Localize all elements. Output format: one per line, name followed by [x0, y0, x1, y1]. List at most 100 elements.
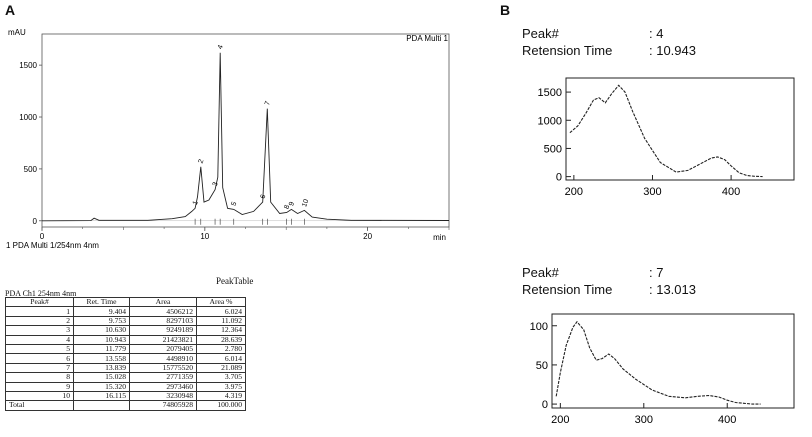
x-axis-label: min	[433, 233, 446, 242]
y-tick-label: 0	[33, 217, 38, 226]
peak-table-title: PeakTable	[216, 276, 254, 286]
peak-table-total-row: Total 74805928 100.000	[5, 400, 246, 411]
peak-table-cell: 9	[5, 381, 74, 392]
peak-table-cell: 10	[5, 390, 74, 402]
peak-table-row: 10 16.115 3230948 4.319	[5, 390, 246, 402]
peak-table-row: 3 10.630 9249189 12.364	[5, 325, 246, 336]
x-tick-label: 10	[200, 232, 209, 241]
plot-frame	[41, 33, 450, 228]
panel-label-b: B	[500, 2, 511, 18]
peak-table-cell: 100.000	[196, 400, 246, 411]
peak-table-cell: 2771359	[129, 372, 197, 383]
retention-time-key: Retension Time	[522, 43, 613, 58]
peak-table-cell: 6.014	[196, 353, 246, 364]
peak-label: 4	[217, 44, 225, 50]
peak-table-cell: 13.558	[73, 353, 130, 364]
peak-table-subtitle: PDA Ch1 254nm 4nm	[5, 289, 77, 298]
y-tick-label: 0	[542, 399, 548, 411]
peak-table-cell: 2079405	[129, 343, 197, 355]
x-tick-label: 200	[565, 186, 583, 198]
peak-table-cell: 5	[5, 343, 74, 355]
y-tick-label: 500	[544, 143, 562, 155]
peak-table-row: 8 15.028 2771359 3.705	[5, 372, 246, 383]
peak-table-cell: 8	[5, 372, 74, 383]
peak-table-cell: 11.092	[196, 315, 246, 327]
peak-table-cell: 2	[5, 315, 74, 327]
peak-label: 9	[288, 201, 296, 207]
spectrum-info-peak-4: Peak# : 4 Retension Time : 10.943	[522, 26, 782, 60]
peak-table-cell: 3230948	[129, 390, 197, 402]
chromatogram-chart: mAU PDA Multi 1 min 1 PDA Multi 1/254nm …	[6, 28, 450, 250]
peak-number-value: : 4	[649, 26, 664, 41]
peak-table-cell: 16.115	[73, 390, 130, 402]
peak-table-row: 5 11.779 2079405 2.780	[5, 343, 246, 355]
peak-table: Peak# Ret. Time Area Area % 1 9.404 450621…	[5, 296, 246, 411]
peak-table-header: Area	[129, 296, 197, 308]
peak-label: 2	[198, 158, 206, 164]
peak-table-cell: 8297103	[129, 315, 197, 327]
peak-label: 5	[231, 201, 239, 207]
y-tick-label: 100	[530, 321, 548, 333]
retention-time-key: Retension Time	[522, 282, 613, 297]
peak-table-header: Ret. Time	[73, 296, 130, 308]
peak-label: 10	[301, 198, 310, 208]
peak-table-cell: 15.320	[73, 381, 130, 392]
peak-table-cell: 10.630	[73, 325, 130, 336]
peak-table-cell: 3	[5, 325, 74, 336]
x-tick-label: 300	[643, 186, 661, 198]
peak-table-cell: 9249189	[129, 325, 197, 336]
peak-table-cell: 74805928	[129, 400, 197, 411]
x-tick-label: 200	[551, 414, 569, 426]
peak-table-cell: 9.753	[73, 315, 130, 327]
spectrum-info-peak-7: Peak# : 7 Retension Time : 13.013	[522, 265, 782, 299]
peak-number-key: Peak#	[522, 26, 559, 41]
peak-table-header: Peak#	[5, 296, 74, 308]
peak-table-cell: 28.639	[196, 334, 246, 345]
x-tick-label: 400	[718, 414, 736, 426]
y-tick-label: 1000	[538, 115, 562, 127]
peak-table-row: 6 13.558 4498910 6.014	[5, 353, 246, 364]
spectrum-trace	[555, 320, 761, 405]
peak-table-cell: 3.975	[196, 381, 246, 392]
peak-table-cell: 4498910	[129, 353, 197, 364]
peak-number-value: : 7	[649, 265, 664, 280]
peak-table-cell: 3.705	[196, 372, 246, 383]
y-tick-label: 50	[536, 360, 548, 372]
peak-table-cell: 15775520	[129, 362, 197, 374]
peak-table-cell: 21423821	[129, 334, 197, 345]
retention-time-value: : 10.943	[649, 43, 696, 58]
peak-table-cell: 15.028	[73, 372, 130, 383]
peak-table-row: 9 15.320 2973460 3.975	[5, 381, 246, 392]
peak-label: 1	[192, 200, 200, 206]
peak-label: 6	[260, 194, 268, 200]
peak-table-cell: 21.089	[196, 362, 246, 374]
chart-footer: 1 PDA Multi 1/254nm 4nm	[6, 241, 99, 250]
peak-table-cell: 4	[5, 334, 74, 345]
panel-label-a: A	[5, 2, 16, 18]
peak-table-cell: 2973460	[129, 381, 197, 392]
spectrum-frame	[551, 313, 795, 409]
y-tick-label: 0	[556, 172, 562, 184]
x-tick-label: 400	[722, 186, 740, 198]
y-tick-label: 1500	[19, 61, 37, 70]
peak-table-row: 4 10.943 21423821 28.639	[5, 334, 246, 345]
peak-table-cell	[73, 400, 130, 411]
peak-label: 8	[283, 204, 291, 210]
y-axis-label: mAU	[8, 28, 26, 37]
uv-spectrum-peak-7: 0 50 100 200 300 400	[530, 313, 795, 426]
peak-table-row: 7 13.839 15775520 21.089	[5, 362, 246, 374]
peak-table-cell: 9.404	[73, 306, 130, 317]
chromatogram-trace	[41, 52, 450, 222]
uv-spectrum-peak-4: 0 500 1000 1500 200 300 400	[538, 77, 795, 198]
spectrum-frame	[565, 77, 795, 181]
y-tick-label: 1500	[538, 87, 562, 99]
peak-table-cell: 1	[5, 306, 74, 317]
peak-table-cell: 13.839	[73, 362, 130, 374]
peak-table-cell: 4.319	[196, 390, 246, 402]
peak-number-key: Peak#	[522, 265, 559, 280]
peak-table-cell: 10.943	[73, 334, 130, 345]
peak-label: 7	[264, 100, 272, 106]
peak-table-header: Area %	[196, 296, 246, 308]
peak-table-cell: 11.779	[73, 343, 130, 355]
retention-time-value: : 13.013	[649, 282, 696, 297]
